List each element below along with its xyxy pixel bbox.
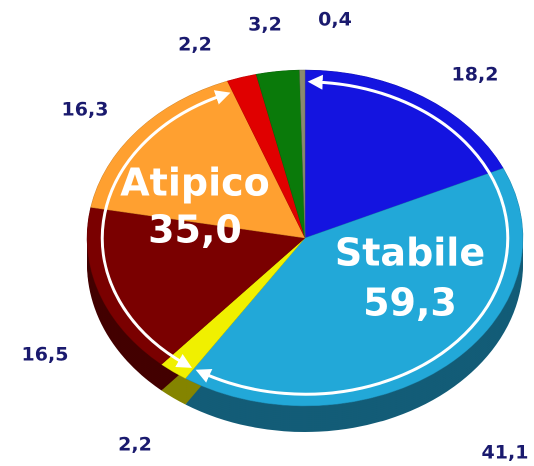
data-label: 16,3 bbox=[62, 99, 109, 121]
group-name: Atipico bbox=[120, 161, 269, 205]
data-label: 3,2 bbox=[248, 14, 282, 36]
data-label: 2,2 bbox=[118, 434, 152, 456]
group-name: Stabile bbox=[335, 231, 485, 275]
data-label: 18,2 bbox=[452, 64, 499, 86]
group-value: 35,0 bbox=[148, 208, 242, 252]
data-label: 2,2 bbox=[178, 34, 212, 56]
data-label: 41,1 bbox=[482, 442, 529, 464]
group-value: 59,3 bbox=[363, 281, 457, 325]
group-arrow bbox=[195, 74, 510, 396]
data-label: 16,5 bbox=[22, 344, 69, 366]
data-label: 0,4 bbox=[318, 9, 352, 31]
overlay: 18,2 41,1 2,2 16,5 16,3 2,2 3,2 0,4 Stabile 59,3 A… bbox=[22, 9, 529, 464]
group-arrow bbox=[100, 90, 231, 368]
slice bbox=[304, 69, 504, 239]
